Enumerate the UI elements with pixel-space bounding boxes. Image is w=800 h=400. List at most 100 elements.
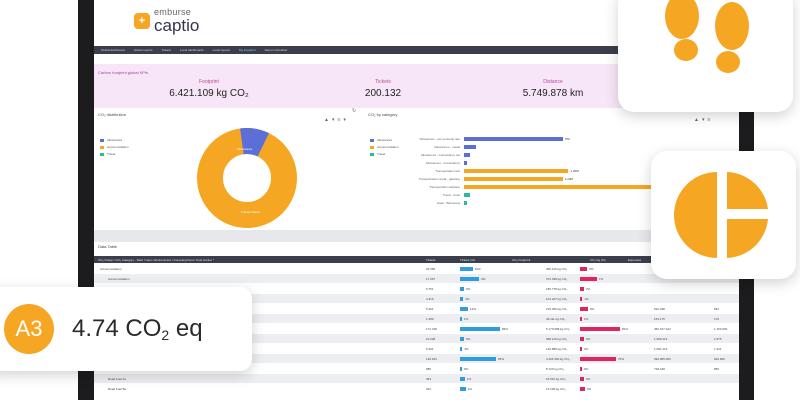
row-co2-pct: 81% [622,327,629,331]
bar-mark[interactable] [464,161,467,165]
bar-value-label: 1.10M [564,177,573,181]
row-tickets-pct: 3% [466,287,471,291]
table-row[interactable]: Accommodation 22.556 10% 450.116 kg CO₂ 6% [94,264,739,273]
row-co2: 46.111 kg CO₂ [546,317,566,321]
legend-label: Travel [107,152,116,156]
row-tickets-pct: 3% [464,347,469,351]
row-name: Road Fuel As [108,377,127,381]
co2-pct-bar [580,307,588,311]
row-tickets: 172.318 [426,327,437,331]
donut-legend: Allowances Accommodation Travel [100,138,129,159]
brand-logo: + emburse captio [134,8,199,34]
row-co2: 8.720 kg CO₂ [546,367,565,371]
row-name: Road Fuel Bo [108,387,127,391]
nav-item[interactable]: Local dashboards [179,48,204,52]
bar-category-label: Allowances - meals [434,145,460,149]
row-co2: 101.227 kg CO₂ [546,297,568,301]
table-row[interactable]: 172.318 86% 5.170.998 kg CO₂ 81% 466.167.223… [94,324,739,333]
header-cell[interactable]: Tickets [426,258,436,262]
legend-swatch [370,138,374,142]
refresh-icon[interactable]: ↻ [352,108,360,114]
table-row[interactable]: 5.361 12% 215.450 kg CO₂ 6% 632.338 832 [94,304,739,313]
table-row[interactable]: 10.228 5% 368.116 kg CO₂ 6% 1.696.213 2.375 [94,334,739,343]
row-co2-pct: 0% [586,387,592,391]
row-tickets-pct: 1% [467,387,472,391]
row-tickets-pct: 2% [465,297,470,301]
kpi-label: Footprint [199,79,219,85]
nav-item[interactable]: Report scheduler [264,48,288,52]
donut-toolbar[interactable]: ▲▾≡▾ [324,117,349,123]
bar-mark[interactable] [464,145,476,149]
bar-mark[interactable] [464,193,470,197]
donut-slice-allowances[interactable] [197,128,297,228]
tickets-pct-bar [460,297,464,301]
legend-swatch [100,152,104,156]
header-cell[interactable]: CO₂ Footprint [512,258,531,262]
legend-swatch [100,138,104,142]
nav-item[interactable]: Global reports [133,48,153,52]
bar-mark[interactable] [464,169,569,173]
table-row[interactable]: Accommodation 17.367 9% 372.338 kg CO₂ 7% [94,274,739,283]
tickets-pct-bar [460,287,464,291]
top-navbar: Global dashboard Global reports Tickets Loc… [94,46,739,54]
co2-pct-bar [580,387,585,391]
co2-pct-bar [580,297,583,301]
table-row[interactable]: Road Fuel Bo 322 1% 13.200 kg CO₂ 0% [94,384,739,393]
bar-mark[interactable] [464,153,470,157]
legend-swatch [370,145,374,149]
header-cell[interactable]: CO₂ Kg (%) [590,258,606,262]
row-co2-pct: 2% [584,347,589,351]
row-co2-pct: 7% [598,277,604,281]
logo-big-text: captio [154,16,200,35]
table-row[interactable]: 5.391 3% 140.889 kg CO₂ 2% 1.081.213 1.321 [94,344,739,353]
header-cell[interactable]: CO₂ Group / CO₂ Category - Start / User … [98,258,215,262]
bar-mark[interactable] [464,137,563,141]
kpi-value: 200.132 [364,88,402,99]
table-row[interactable]: Road Fuel As 453 1% 15.510 kg CO₂ 0% [94,374,739,383]
row-expenses: 728.018 [654,367,665,371]
nav-item[interactable]: My Footprint [238,48,256,52]
logo-mark-icon: + [134,13,150,29]
a3-badge: A3 [4,304,54,354]
legend-swatch [370,152,374,156]
kpi-label: Tickets [375,79,391,85]
row-tickets-pct: 9% [481,277,486,281]
nav-item[interactable]: Global dashboard [101,48,125,52]
tickets-pct-bar [460,377,465,381]
bar-category-label: Allowances - Consultancy tax [420,153,460,157]
table-row[interactable]: 1.380 1% 46.111 kg CO₂ 1% 153.175 176 [94,314,739,323]
bar-mark[interactable] [464,177,563,181]
row-tickets: 130.184 [426,357,437,361]
table-row[interactable]: 130.184 65% 4.465.300 kg CO₂ 70% 392.065.083… [94,354,739,363]
row-tickets-pct: 0% [464,367,469,371]
header-cell[interactable]: Expenses [628,258,642,262]
row-tickets-pct: 1% [466,377,472,381]
table-title: Data Table [98,244,118,249]
bar-category-label: Allowances - per personal rate [419,137,460,141]
bar-mark[interactable] [464,185,739,189]
row-last: 1.150.000 [714,327,728,331]
row-co2-pct: 6% [586,337,591,341]
row-tickets-pct: 12% [470,307,477,311]
row-expenses: 1.081.213 [654,347,668,351]
bar-category-label: Allowances - Consultancy [425,161,460,165]
row-co2: 215.450 kg CO₂ [546,307,568,311]
kpi-distance: Distance 5.749.878 km [478,79,628,99]
row-expenses: 153.175 [654,317,665,321]
row-co2: 450.116 kg CO₂ [546,267,568,271]
row-co2-pct: 1% [584,317,589,321]
tickets-pct-bar [460,267,473,271]
nav-item[interactable]: Tickets [161,48,171,52]
table-row[interactable]: 5.751 3% 185.778 kg CO₂ 2% [94,284,739,293]
bar-mark[interactable] [464,201,467,205]
nav-item[interactable]: Local reports [212,48,230,52]
bar-panel-title: CO₂ by category [368,112,398,117]
section-divider [94,230,739,242]
row-last: 1.321 [714,347,722,351]
header-cell[interactable]: Tickets (%) [460,258,475,262]
row-co2-pct: 1% [584,297,589,301]
table-row[interactable]: 4.316 2% 101.227 kg CO₂ 1% [94,294,739,303]
row-tickets-pct: 86% [502,327,509,331]
bar-toolbar[interactable]: ▲▾≡ [694,117,714,123]
